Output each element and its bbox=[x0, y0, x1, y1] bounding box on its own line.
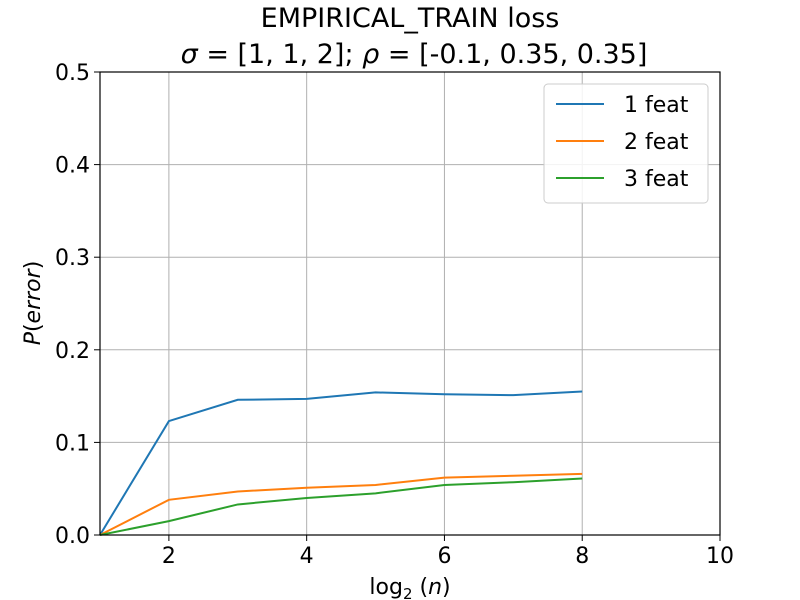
series-line-1-feat bbox=[99, 390, 583, 536]
x-tick-label: 6 bbox=[437, 544, 451, 569]
y-axis-ticks: 0.0 0.1 0.2 0.3 0.4 0.5 bbox=[55, 61, 100, 549]
x-tick-label: 2 bbox=[162, 544, 176, 569]
y-tick-label: 0.4 bbox=[55, 154, 90, 179]
y-tick-label: 0.1 bbox=[55, 431, 90, 456]
chart-title-line2: σ = [1, 1, 2]; ρ = [-0.1, 0.35, 0.35] bbox=[181, 39, 648, 70]
x-tick-label: 8 bbox=[575, 544, 589, 569]
plot-frame bbox=[99, 71, 721, 536]
series-line-3-feat bbox=[99, 477, 583, 536]
legend-label-1: 1 feat bbox=[624, 93, 689, 118]
y-tick-label: 0.0 bbox=[55, 524, 90, 549]
y-tick-label: 0.5 bbox=[55, 61, 90, 86]
y-axis-label-open: ( bbox=[21, 323, 46, 332]
legend-label-2: 2 feat bbox=[624, 130, 689, 155]
y-axis-label-close: ) bbox=[21, 261, 46, 270]
x-tick-label: 10 bbox=[706, 544, 734, 569]
y-axis-label: P(error) bbox=[21, 261, 46, 346]
chart-title-line1: EMPIRICAL_TRAIN loss bbox=[261, 3, 560, 34]
title-sigma-symbol: σ bbox=[181, 39, 199, 70]
series-group bbox=[99, 390, 583, 536]
x-axis-label-var: n bbox=[428, 575, 442, 600]
title-rho-value: = [-0.1, 0.35, 0.35] bbox=[379, 39, 647, 70]
y-tick-label: 0.3 bbox=[55, 246, 90, 271]
x-axis-label-prefix: log bbox=[369, 575, 403, 600]
title-rho-symbol: ρ bbox=[362, 39, 379, 70]
title-sigma-value: = [1, 1, 2]; bbox=[198, 39, 362, 70]
x-axis-label-close: ) bbox=[442, 575, 451, 600]
y-axis-label-error: error bbox=[21, 267, 46, 323]
legend-frame bbox=[543, 83, 709, 204]
x-axis-label-subscript: 2 bbox=[403, 585, 413, 600]
legend: 1 feat 2 feat 3 feat bbox=[543, 83, 709, 204]
legend-label-3: 3 feat bbox=[624, 167, 689, 192]
series-line-2-feat bbox=[99, 472, 583, 536]
x-axis-label-open: ( bbox=[412, 575, 428, 600]
y-axis-label-p: P bbox=[21, 331, 46, 345]
x-axis-label: log2 (n) bbox=[369, 575, 450, 600]
x-axis-ticks: 2 4 6 8 10 bbox=[162, 535, 734, 569]
x-tick-label: 4 bbox=[300, 544, 314, 569]
y-tick-label: 0.2 bbox=[55, 339, 90, 364]
